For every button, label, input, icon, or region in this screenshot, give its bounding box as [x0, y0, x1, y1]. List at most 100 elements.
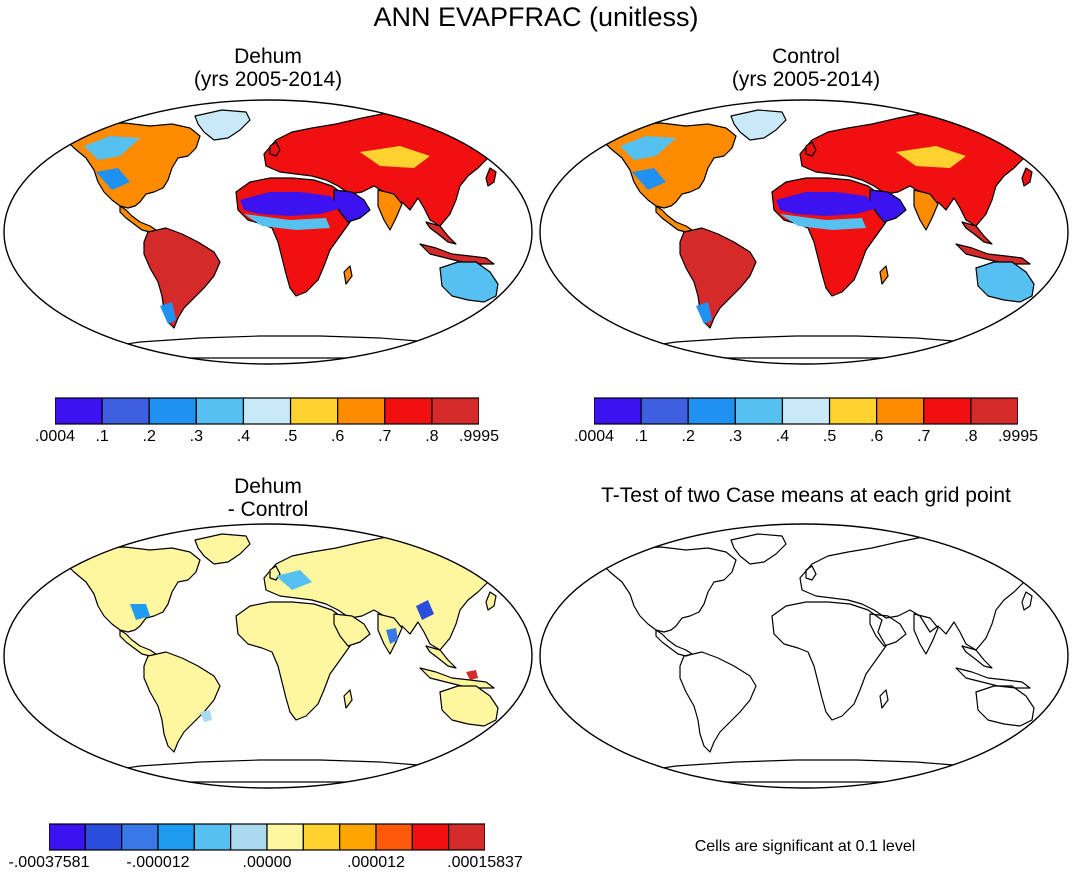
panel-title-control-line1: Control [772, 45, 840, 68]
colorbar-tick-label: .8 [425, 428, 439, 445]
landmass-northAmerica [61, 546, 201, 633]
map-difference [3, 523, 533, 789]
colorbar-swatch [876, 397, 925, 425]
india-anomaly [386, 628, 398, 644]
sahara-band [776, 192, 878, 216]
colorbar-tick-label: .3 [189, 428, 203, 445]
colorbar-swatch [195, 397, 245, 425]
landmass-africa [235, 601, 351, 721]
landmass-centralAmerica [119, 205, 157, 233]
usa-west-band [96, 168, 130, 190]
colorbar-tick-label: .2 [142, 428, 156, 445]
landmass-newzealand [1051, 307, 1063, 325]
panel-title-ttest: T-Test of two Case means at each grid po… [536, 484, 1072, 507]
landmass-newzealand [515, 731, 527, 749]
landmass-centralAmerica [655, 629, 693, 657]
colorbar-tick-label: .1 [95, 428, 109, 445]
central-asia-band [360, 146, 430, 168]
landmass-india [913, 189, 939, 231]
landmass-madagascar [879, 689, 889, 709]
colorbar-swatch [193, 823, 232, 851]
landmass-northAmerica [597, 546, 737, 633]
colorbar-swatch [289, 397, 339, 425]
landmass-madagascar [879, 265, 889, 285]
colorbar-swatch [101, 397, 150, 425]
landmass-australia [975, 685, 1035, 727]
panel-title-diff-line2: - Control [227, 498, 309, 521]
map-ttest [539, 523, 1069, 789]
landmass-northAmerica [61, 122, 201, 209]
colorbar-tick-label: .3 [728, 428, 742, 445]
colorbar-tick-label: .0004 [34, 428, 76, 445]
colorbar-tick-label: .1 [634, 428, 648, 445]
colorbar-swatch [448, 823, 485, 851]
landmass-greenland [194, 109, 251, 141]
colorbar-swatch [384, 397, 433, 425]
map-border [539, 523, 1069, 789]
landmass-arabia [333, 613, 371, 647]
colorbar-tick-label: .5 [283, 428, 298, 445]
landmass-africa [771, 601, 887, 721]
panel-title-dehum-line2: (yrs 2005-2014) [193, 68, 343, 91]
colorbar-tick-label: .9995 [997, 428, 1039, 445]
map-border [3, 99, 533, 365]
sahara-band [240, 192, 342, 216]
map-border [3, 523, 533, 789]
landmass-eurasia [799, 535, 1049, 651]
panel-title-ttest-line1: T-Test of two Case means at each grid po… [601, 484, 1011, 507]
landmass-centralAmerica [655, 205, 693, 233]
landmass-indonesia [419, 243, 495, 265]
colorbar-tick-label: .7 [378, 428, 392, 445]
landmass-australia [975, 261, 1035, 303]
colorbar-swatch [157, 823, 195, 851]
significance-note: Cells are significant at 0.1 level [694, 838, 916, 855]
landmass-antarctica [99, 335, 473, 359]
landmass-indonesia [955, 667, 1031, 689]
colorbar-tick-label: .2 [681, 428, 695, 445]
landmass-greenland [730, 109, 787, 141]
colorbar-swatch [337, 397, 386, 425]
map-dehum [3, 99, 533, 365]
landmass-uk [805, 565, 817, 581]
landmass-australia [439, 261, 499, 303]
colorbar-swatch [640, 397, 689, 425]
colorbar-swatch [594, 397, 642, 425]
panel-title-dehum-line1: Dehum [234, 45, 302, 68]
panel-title-control-line2: (yrs 2005-2014) [731, 68, 881, 91]
landmass-antarctica [635, 759, 1009, 783]
landmass-seAsia [961, 645, 993, 669]
colorbar-tick-label: .000012 [347, 854, 405, 871]
landmass-uk [269, 141, 281, 157]
landmass-india [377, 189, 403, 231]
landmass-japan [1021, 591, 1033, 611]
landmass-southAmerica [143, 651, 221, 753]
colorbar-swatch [970, 397, 1018, 425]
landmass-japan [1021, 167, 1033, 187]
colorbar-tick-label: .9995 [458, 428, 500, 445]
central-asia-band [896, 146, 966, 168]
colorbar-tick-label: .7 [917, 428, 931, 445]
landmass-centralAmerica [119, 629, 157, 657]
colorbar-dehum [55, 397, 479, 425]
figure-title: ANN EVAPFRAC (unitless) [373, 2, 699, 32]
colorbar-control [594, 397, 1018, 425]
colorbar-swatch [121, 823, 159, 851]
colorbar-swatch [923, 397, 972, 425]
colorbar-swatch [266, 823, 304, 851]
landmass-madagascar [343, 265, 353, 285]
landmass-japan [485, 591, 497, 611]
landmass-madagascar [343, 689, 353, 709]
china-anomaly [416, 600, 434, 620]
landmass-greenland [730, 533, 787, 565]
landmass-india [913, 613, 939, 655]
landmass-arabia [869, 613, 907, 647]
landmass-seAsia [961, 221, 993, 245]
sahel-band [244, 214, 330, 230]
sahel-band [780, 214, 866, 230]
landmass-greenland [194, 533, 251, 565]
colorbar-swatch [828, 397, 878, 425]
panel-title-diff: Dehum - Control [68, 475, 468, 521]
landmass-indonesia [955, 243, 1031, 265]
landmass-newzealand [1051, 731, 1063, 749]
colorbar-tick-label: -.00037581 [8, 854, 90, 871]
